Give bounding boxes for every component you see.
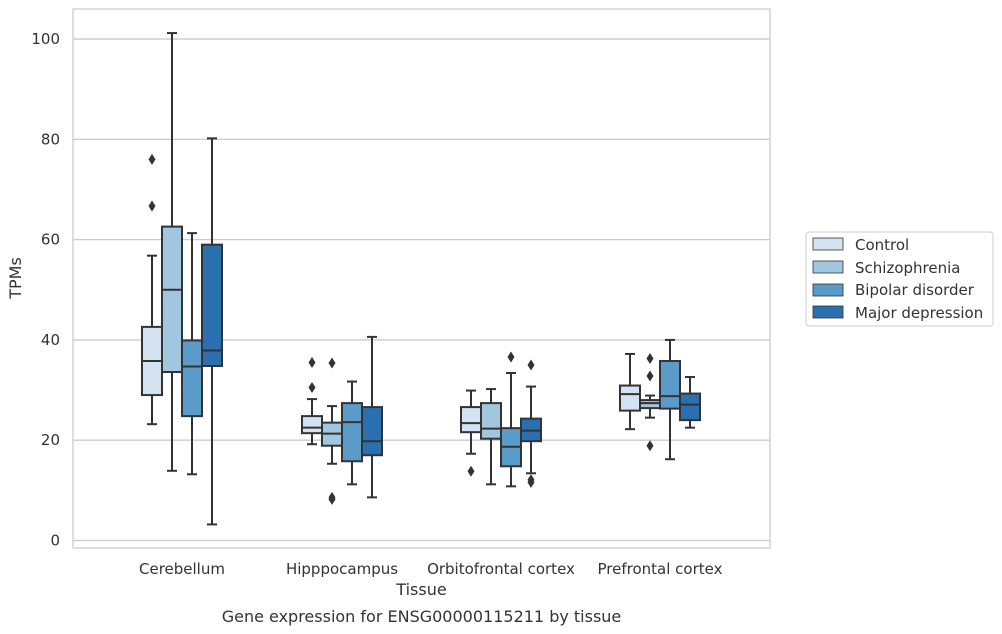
box [341,402,363,463]
chart-caption: Gene expression for ENSG00000115211 by t… [222,607,622,626]
box-plot [639,352,661,452]
outlier-point [148,200,156,212]
x-tick-label: Orbitofrontal cortex [427,560,575,578]
outlier-point [328,491,336,503]
y-axis-label: TPMs [6,257,25,300]
box-plot [201,137,223,526]
boxes [141,32,701,526]
y-tick-label: 80 [41,130,60,148]
box-plot [141,153,163,426]
box-plot [659,338,681,461]
box-plot [361,335,383,499]
y-tick-label: 60 [41,231,60,249]
box [301,415,323,435]
outlier-point [507,351,515,363]
box-plot [301,356,323,446]
outlier-point [527,474,535,486]
outlier-point [308,382,316,394]
tick-labels: 0 20 40 60 80 100 Cerebellum Hipppocampus Orbito… [31,30,722,578]
box-plot [341,380,363,486]
legend-label-control: Control [855,236,909,254]
legend-label-major-depression: Major depression [855,304,983,322]
legend-label-bipolar-disorder: Bipolar disorder [855,281,975,299]
legend-swatch-bipolar-disorder [812,283,844,297]
x-axis-label: Tissue [395,580,446,599]
y-tick-label: 40 [41,331,60,349]
y-tick-label: 20 [41,431,60,449]
box-plot [460,389,482,477]
legend: Control Schizophrenia Bipolar disorder M… [805,231,994,327]
y-tick-label: 0 [50,531,60,549]
box-plot [321,357,343,505]
x-tick-label: Hipppocampus [286,560,398,578]
legend-swatch-schizophrenia [812,260,844,274]
legend-frame [805,231,994,327]
box [679,392,701,422]
box [659,359,681,410]
box [181,339,203,418]
box [460,406,482,434]
box [201,243,223,367]
box-plot [619,352,641,431]
box [361,406,383,457]
box-plot [679,376,701,429]
outlier-point [646,352,654,364]
outlier-point [527,359,535,371]
box-plot [480,388,502,486]
box [619,384,641,412]
legend-swatch-control [812,237,844,251]
box-plot [500,351,522,488]
outlier-point [467,465,475,477]
x-tick-label: Cerebellum [139,560,225,578]
box [161,225,183,374]
box-plot [161,32,183,472]
outlier-point [646,370,654,382]
legend-label-schizophrenia: Schizophrenia [855,259,960,277]
plot-area [72,8,771,549]
box-plot [520,359,542,488]
x-tick-label: Prefrontal cortex [598,560,723,578]
y-tick-label: 100 [31,30,60,48]
outlier-point [328,357,336,369]
outlier-point [646,440,654,452]
box-plot [181,232,203,476]
box [480,402,502,440]
legend-swatch-major-depression [812,305,844,319]
outlier-point [308,356,316,368]
outlier-point [148,153,156,165]
box [639,399,661,410]
